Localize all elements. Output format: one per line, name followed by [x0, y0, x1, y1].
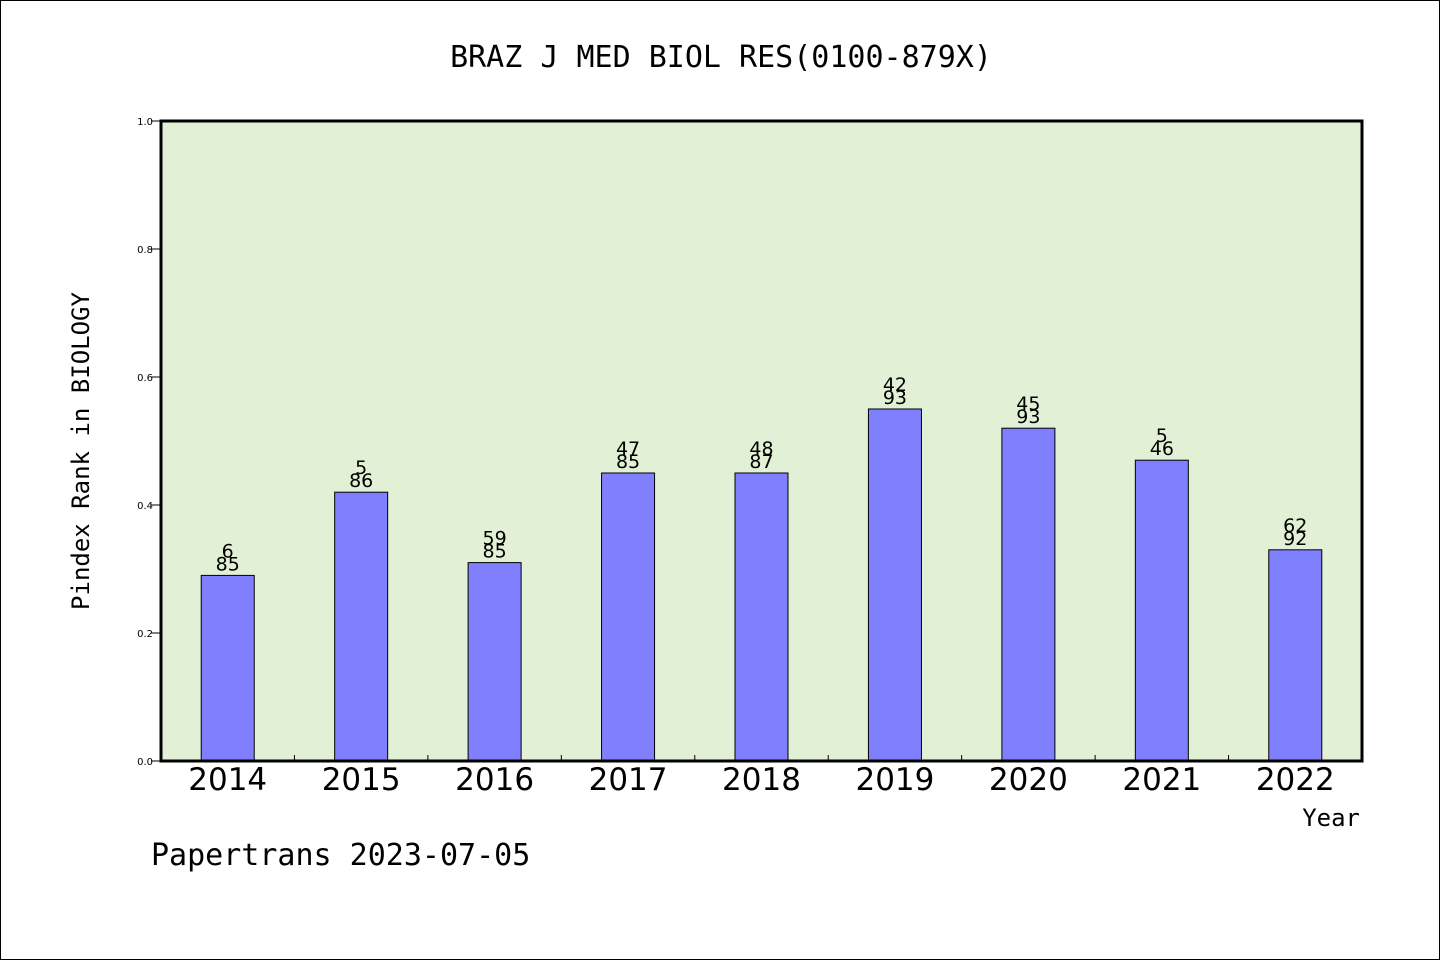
x-axis-label: Year [1302, 804, 1360, 832]
bar-data-label: 93 [1016, 406, 1040, 428]
bar-data-label: 86 [349, 470, 373, 492]
x-tick-label: 2017 [589, 762, 668, 798]
bar-data-label: 48 [749, 438, 773, 460]
y-tick-label: 0.2 [137, 629, 153, 640]
bar-data-label: 6 [222, 540, 234, 562]
bar-data-label: 92 [1283, 528, 1307, 550]
chart-title: BRAZ J MED BIOL RES(0100-879X) [450, 40, 992, 75]
y-tick-label: 1.0 [137, 117, 153, 128]
x-axis-ticks: 2014 2015 2016 2017 2018 2019 2020 2021 2022 [188, 755, 1335, 798]
bar-data-label: 85 [616, 451, 640, 473]
bar-data-label: 45 [1016, 393, 1040, 415]
bar-data-label: 85 [483, 541, 507, 563]
y-axis-ticks: 0.0 0.2 0.4 0.6 0.8 1.0 [137, 117, 161, 768]
bar-data-label: 59 [483, 528, 507, 550]
x-tick-label: 2016 [455, 762, 534, 798]
bar-2014 [200, 574, 255, 762]
y-tick-label: 0.8 [137, 245, 153, 256]
bar-2021 [1134, 459, 1189, 762]
y-tick-label: 0.4 [137, 501, 153, 512]
bar-2018 [734, 472, 789, 762]
bar-2015 [334, 491, 389, 762]
x-tick-label: 2021 [1122, 762, 1201, 798]
bar-2016 [467, 562, 522, 762]
bar-2020 [1001, 427, 1056, 762]
footer-label: Papertrans 2023-07-05 [151, 838, 530, 873]
x-tick-label: 2014 [188, 762, 267, 798]
y-tick-label: 0.6 [137, 373, 153, 384]
x-tick-label: 2020 [989, 762, 1068, 798]
bar-2019 [867, 408, 922, 762]
x-tick-label: 2019 [855, 762, 934, 798]
bar-data-label: 42 [883, 374, 907, 396]
bar-2017 [601, 472, 656, 762]
bar-2022 [1268, 549, 1323, 762]
bar-data-label: 47 [616, 438, 640, 460]
y-tick-label: 0.0 [137, 757, 153, 768]
x-tick-label: 2015 [322, 762, 401, 798]
bar-data-label: 5 [1156, 425, 1168, 447]
bar-data-label: 87 [749, 451, 773, 473]
bar-data-label: 46 [1150, 438, 1174, 460]
x-tick-label: 2018 [722, 762, 801, 798]
bar-data-label: 93 [883, 387, 907, 409]
bar-data-label: 62 [1283, 515, 1307, 537]
x-tick-label: 2022 [1256, 762, 1335, 798]
plot-frame [159, 119, 1364, 763]
bar-data-label: 85 [216, 553, 240, 575]
y-axis-label: Pindex Rank in BIOLOGY [67, 292, 95, 610]
bar-data-label: 5 [355, 457, 367, 479]
